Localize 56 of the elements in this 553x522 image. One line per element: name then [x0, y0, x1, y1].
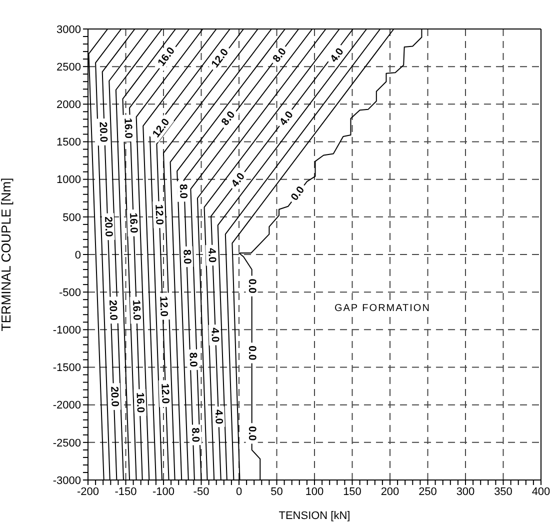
annotation: 12.0: [157, 296, 170, 317]
annotation: 0.0: [288, 184, 308, 204]
annotation: 0.0: [246, 346, 258, 360]
y-tick-label: -1500: [52, 362, 81, 374]
x-axis-title: TENSION [kN]: [278, 510, 350, 522]
x-tick-label: 150: [343, 486, 362, 498]
annotation: 20.0: [96, 122, 110, 143]
y-tick-label: 2000: [56, 99, 81, 112]
x-tick-label: 100: [305, 486, 324, 498]
annotation: 12.0: [158, 383, 172, 404]
x-tick-label: -50: [193, 486, 210, 498]
y-tick-label: -1000: [52, 324, 81, 337]
annotation: 0.0: [246, 278, 258, 294]
annotation: 16.0: [122, 118, 134, 139]
y-tick-label: -2500: [52, 437, 81, 450]
annotation: 4.0: [212, 409, 225, 425]
x-tick-label: 350: [494, 486, 512, 498]
annotation: 4.0: [208, 327, 222, 343]
annotation: 20.0: [102, 216, 115, 238]
annotation: 4.0: [206, 248, 218, 263]
annotation: 16.0: [134, 392, 146, 414]
y-tick-label: -500: [58, 286, 81, 299]
y-tick-label: 2500: [56, 61, 81, 74]
y-tick-label: -3000: [52, 474, 81, 487]
annotation: 12.0: [152, 204, 166, 226]
annotation: 8.0: [188, 427, 202, 443]
annotation: 0.0: [246, 426, 258, 441]
annotation: 8.0: [176, 184, 190, 200]
y-tick-label: 3000: [56, 24, 81, 36]
annotation: 4.0: [277, 108, 296, 128]
x-tick-label: 0: [236, 486, 242, 498]
annotation: GAP FORMATION: [334, 303, 430, 314]
x-tick-label: 200: [380, 486, 400, 498]
y-tick-label: 0: [74, 249, 81, 262]
x-tick-label: -100: [152, 486, 175, 498]
annotation: 4.0: [328, 46, 346, 65]
annotation: 8.0: [219, 108, 238, 128]
annotation: 8.0: [180, 249, 194, 264]
annotation: 8.0: [270, 46, 290, 65]
x-tick-label: 300: [456, 486, 475, 498]
annotation: 16.0: [130, 300, 143, 321]
x-tick-label: 400: [532, 486, 550, 498]
x-tick-label: 250: [418, 486, 437, 498]
annotation: 20.0: [108, 386, 121, 408]
x-tick-label: -150: [114, 486, 137, 498]
y-axis-title: TERMINAL COUPLE [Nm]: [0, 178, 14, 332]
y-tick-label: 500: [62, 212, 81, 224]
annotation: 20.0: [106, 300, 120, 321]
y-tick-label: -2000: [52, 400, 81, 412]
y-tick-label: 1500: [56, 136, 81, 149]
annotation: 16.0: [126, 212, 140, 234]
annotation: 8.0: [186, 352, 200, 368]
x-tick-label: 50: [270, 486, 283, 498]
x-tick-label: -200: [76, 486, 100, 498]
y-tick-label: 1000: [56, 174, 81, 186]
annotation: 4.0: [229, 170, 248, 190]
